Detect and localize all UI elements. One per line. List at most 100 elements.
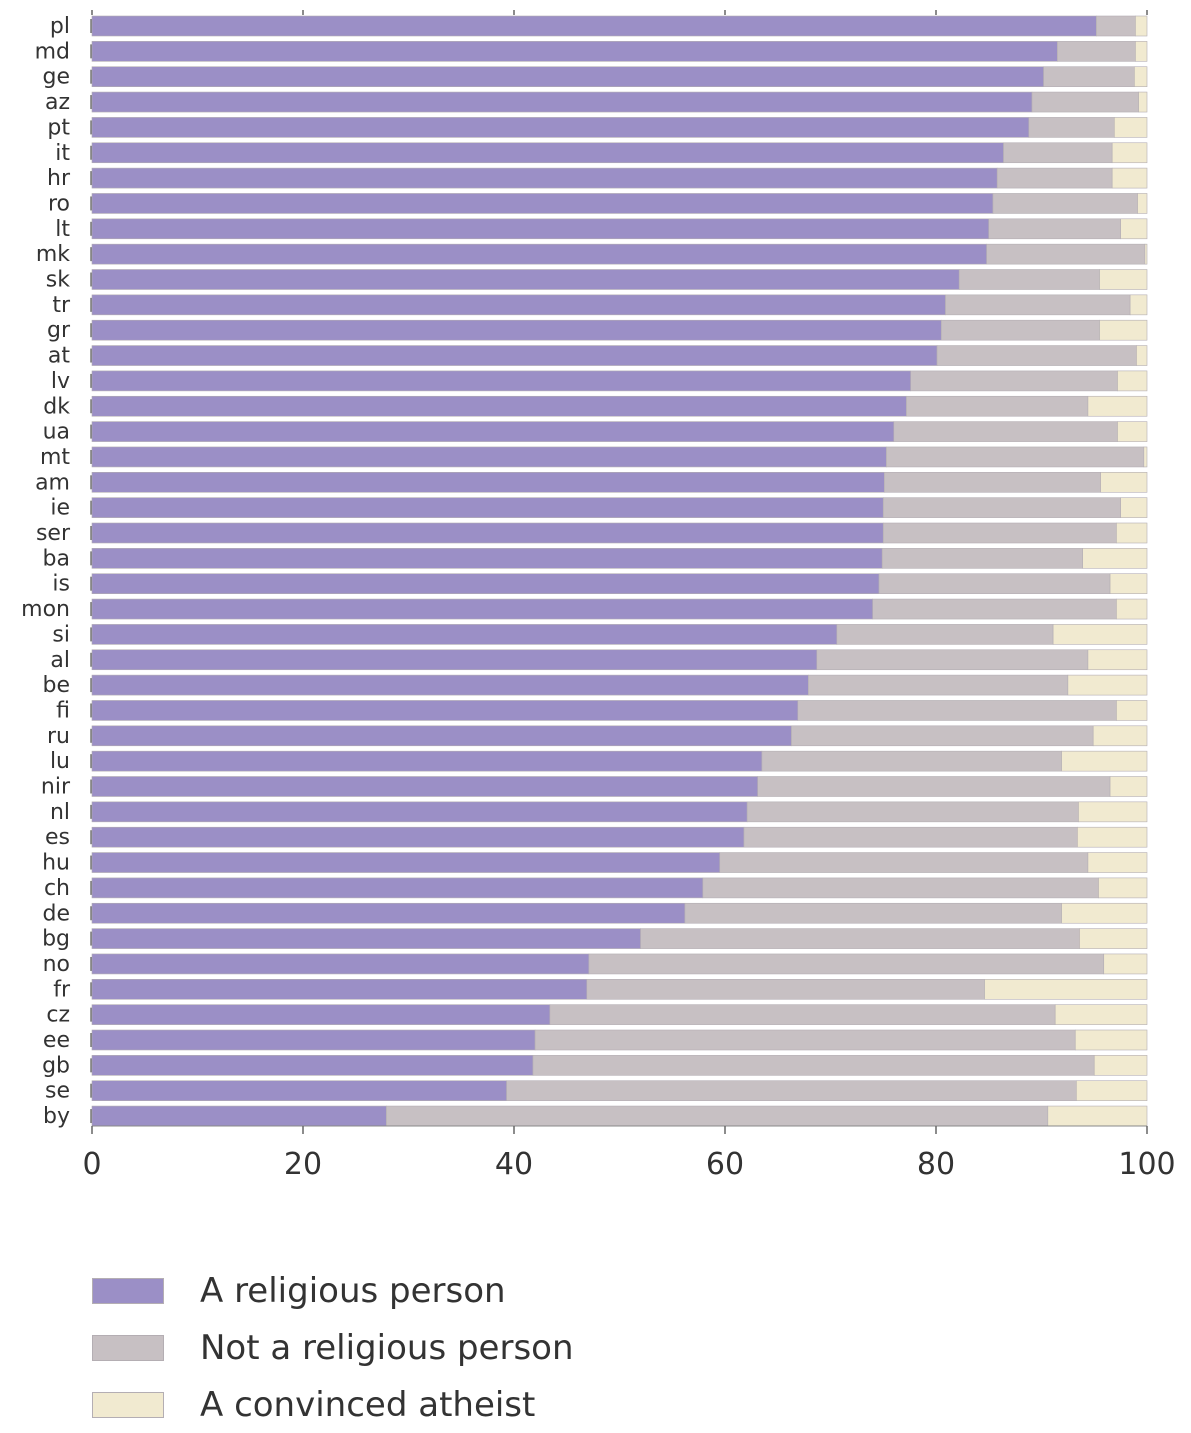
bar-segment-atheist-ee [1074, 1029, 1148, 1051]
bar-segment-atheist-hr [1111, 167, 1148, 189]
category-label-se: se [45, 1079, 70, 1104]
bar-segment-atheist-ru [1092, 725, 1148, 747]
bar-segment-atheist-mon [1116, 598, 1148, 620]
bar-segment-atheist-gb [1093, 1055, 1148, 1076]
category-label-ba: ba [43, 546, 70, 571]
bar-segment-religious-mk [91, 243, 987, 265]
bar-segment-atheist-be [1067, 674, 1148, 696]
bar-segment-religious-at [91, 345, 938, 366]
category-label-mon: mon [21, 597, 70, 622]
bar-segment-not-religious-no [588, 953, 1105, 975]
bar-segment-not-religious-mon [872, 598, 1117, 620]
category-label-cz: cz [46, 1003, 70, 1028]
bar-segment-not-religious-ua [893, 421, 1118, 442]
bar-segment-atheist-cz [1054, 1004, 1148, 1025]
category-label-bg: bg [42, 927, 70, 952]
bar-segment-atheist-de [1061, 902, 1148, 924]
bar-segment-not-religious-by [386, 1105, 1049, 1127]
bar-segment-religious-ru [91, 725, 792, 747]
legend-swatch-atheist [92, 1391, 164, 1418]
category-label-fr: fr [53, 977, 71, 1002]
bar-segment-religious-es [91, 826, 745, 848]
bar-segment-not-religious-ba [881, 548, 1083, 569]
category-label-it: it [55, 141, 70, 166]
bar-segment-atheist-md [1135, 41, 1148, 62]
bar-segment-religious-de [91, 902, 686, 924]
bar-segment-not-religious-mk [986, 243, 1146, 265]
bar-segment-atheist-lt [1120, 218, 1148, 240]
category-label-no: no [43, 952, 70, 977]
bar-segment-not-religious-dk [906, 395, 1089, 417]
bar-segment-not-religious-ro [992, 193, 1138, 214]
bar-segment-not-religious-lv [910, 370, 1118, 392]
bar-segment-religious-ro [91, 193, 994, 214]
bar-segment-religious-ba [91, 548, 883, 569]
bar-segment-not-religious-it [1003, 142, 1113, 164]
category-label-ro: ro [48, 191, 70, 216]
bar-segment-religious-ie [91, 497, 884, 518]
bar-segment-not-religious-nir [757, 776, 1111, 797]
bars-layer [91, 15, 1148, 1127]
bar-segment-religious-by [91, 1105, 387, 1127]
category-label-es: es [45, 825, 70, 850]
bar-segment-atheist-lu [1061, 750, 1148, 772]
legend-item-religious: A religious person [92, 1262, 574, 1319]
bar-segment-religious-dk [91, 395, 907, 417]
category-label-by: by [43, 1104, 70, 1129]
bar-segment-not-religious-nl [746, 801, 1079, 823]
bar-segment-religious-se [91, 1080, 507, 1101]
bar-segment-atheist-it [1111, 142, 1148, 164]
bar-segment-atheist-ie [1120, 497, 1148, 518]
category-label-az: az [45, 90, 70, 115]
category-label-dk: dk [43, 394, 70, 419]
category-label-md: md [35, 39, 70, 64]
bar-segment-religious-pl [91, 15, 1097, 37]
bar-segment-not-religious-md [1057, 41, 1136, 62]
x-tick-label-0: 0 [82, 1147, 101, 1182]
bar-segment-religious-lu [91, 750, 763, 772]
bar-segment-not-religious-ru [791, 725, 1094, 747]
bar-segment-atheist-lv [1117, 370, 1148, 392]
bar-segment-atheist-tr [1129, 294, 1148, 316]
category-label-at: at [48, 344, 70, 369]
category-label-si: si [52, 622, 70, 647]
category-labels: plmdgeazptithrroltmksktrgratlvdkuamtamie… [21, 14, 92, 1129]
stacked-bar-chart: plmdgeazptithrroltmksktrgratlvdkuamtamie… [21, 10, 1176, 1182]
bar-segment-not-religious-be [808, 674, 1069, 696]
bar-segment-atheist-fr [984, 978, 1148, 1000]
bar-segment-religious-sk [91, 269, 960, 290]
bar-segment-religious-lt [91, 218, 990, 240]
bar-segment-religious-hu [91, 852, 721, 873]
category-label-ch: ch [44, 876, 70, 901]
bar-segment-not-religious-si [836, 624, 1054, 645]
category-label-ua: ua [43, 420, 70, 445]
bar-segment-atheist-gr [1099, 319, 1148, 341]
bar-segment-religious-ser [91, 522, 884, 544]
category-label-al: al [50, 648, 70, 673]
legend-item-atheist: A convinced atheist [92, 1376, 574, 1433]
bar-segment-atheist-mt [1143, 446, 1148, 468]
category-label-lu: lu [50, 749, 70, 774]
bar-segment-religious-mon [91, 598, 874, 620]
legend-swatch-not-religious [92, 1334, 164, 1361]
bar-segment-not-religious-am [883, 471, 1101, 493]
bar-segment-atheist-ser [1116, 522, 1148, 544]
category-label-ser: ser [36, 521, 71, 546]
bar-segment-religious-md [91, 41, 1058, 62]
legend-label-religious: A religious person [200, 1270, 506, 1311]
category-label-de: de [43, 901, 71, 926]
bar-segment-atheist-ua [1117, 421, 1148, 442]
bar-segment-not-religious-ge [1043, 66, 1135, 87]
bar-segment-atheist-fi [1116, 700, 1148, 721]
bar-segment-religious-ch [91, 877, 704, 899]
category-label-gb: gb [42, 1053, 70, 1078]
bar-segment-not-religious-fr [586, 978, 985, 1000]
bar-segment-atheist-nl [1078, 801, 1148, 823]
bar-segment-not-religious-hu [719, 852, 1089, 873]
bar-segment-not-religious-de [684, 902, 1062, 924]
bar-segment-religious-no [91, 953, 590, 975]
legend-swatch-religious [92, 1277, 164, 1304]
bar-segment-religious-mt [91, 446, 887, 468]
bar-segment-religious-bg [91, 928, 641, 949]
bar-segment-religious-fi [91, 700, 799, 721]
